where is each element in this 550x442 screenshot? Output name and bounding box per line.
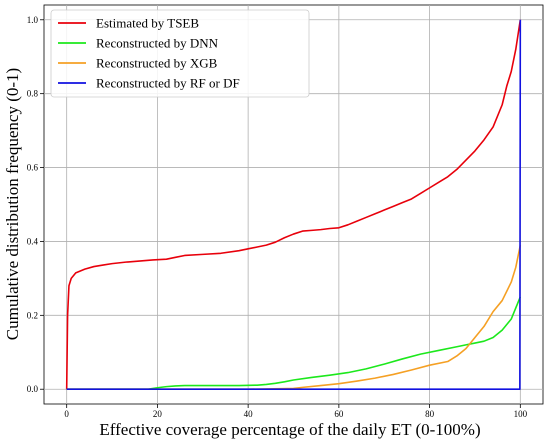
- y-tick-label: 0.4: [27, 236, 39, 246]
- y-tick-label: 0.6: [27, 163, 39, 173]
- x-tick-label: 20: [153, 409, 163, 419]
- legend-label-4: Reconstructed by RF or DF: [96, 76, 240, 91]
- legend-box: [50, 9, 310, 98]
- series-line-1: [65, 19, 522, 390]
- y-tick-label: 0.8: [27, 89, 39, 99]
- y-tick-label: 0.2: [27, 310, 38, 320]
- legend-label-3: Reconstructed by XGB: [96, 56, 218, 71]
- x-tick-label: 0: [64, 409, 69, 419]
- x-tick-label: 40: [244, 409, 254, 419]
- series-line-2: [66, 296, 522, 391]
- y-tick-label: 0.0: [27, 384, 39, 394]
- y-tick-label: 1.0: [27, 15, 39, 25]
- ticks: 0 20 40 60 80 100 0.0 0.2 0.4 0.6 0.8 1.0: [27, 15, 528, 419]
- legend: Estimated by TSEB Reconstructed by DNN Rec…: [50, 9, 310, 98]
- x-tick-label: 80: [425, 409, 435, 419]
- y-axis-title: Cumulative distribution frequency (0-1): [3, 68, 22, 340]
- x-axis-title: Effective coverage percentage of the dai…: [99, 420, 480, 439]
- series-lines: [65, 19, 522, 391]
- x-tick-label: 60: [334, 409, 344, 419]
- legend-label-1: Estimated by TSEB: [96, 16, 199, 31]
- series-line-4: [66, 19, 522, 391]
- legend-label-2: Reconstructed by DNN: [96, 36, 219, 51]
- x-tick-label: 100: [514, 409, 528, 419]
